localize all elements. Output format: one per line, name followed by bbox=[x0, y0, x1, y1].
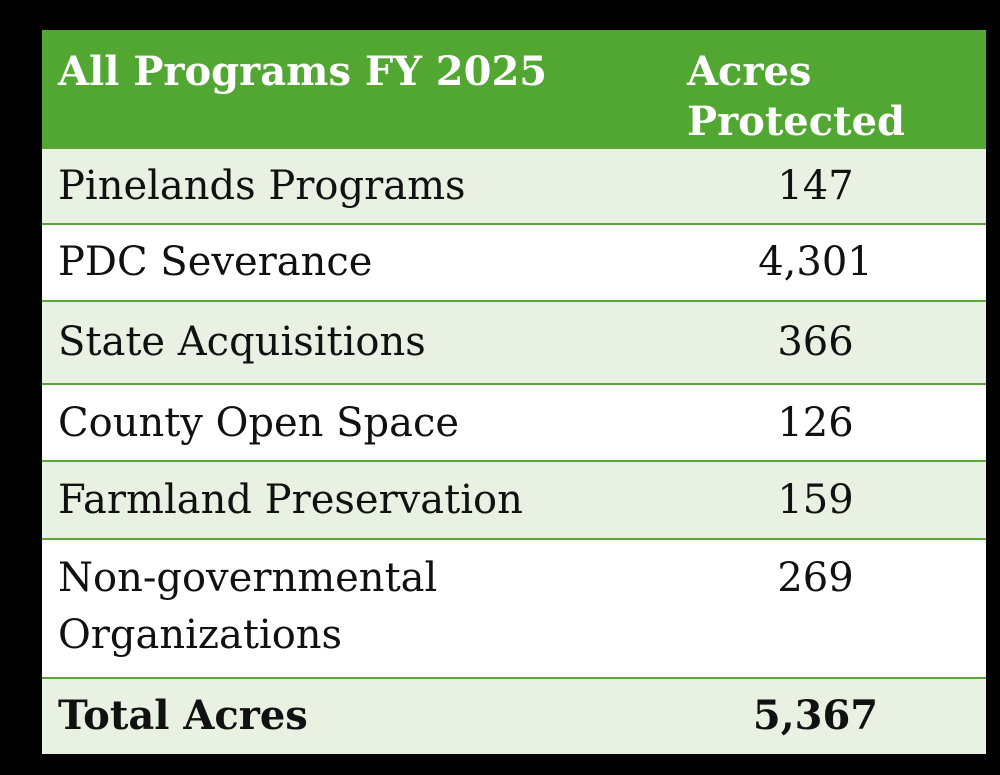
program-cell: Farmland Preservation bbox=[42, 460, 669, 539]
header-programs-label: All Programs FY 2025 bbox=[58, 48, 548, 95]
table-header-row: All Programs FY 2025 Acres Protected bbox=[42, 30, 986, 149]
program-line2: Organizations bbox=[58, 611, 343, 658]
total-label: Total Acres bbox=[42, 676, 669, 754]
table-row: Pinelands Programs 147 bbox=[42, 146, 986, 225]
program-cell: Pinelands Programs bbox=[42, 146, 669, 225]
header-acres-line1: Acres bbox=[687, 48, 812, 95]
total-row: Total Acres 5,367 bbox=[42, 676, 986, 754]
program-cell: State Acquisitions bbox=[42, 299, 669, 384]
header-acres-line2: Protected bbox=[687, 98, 906, 145]
program-line1: Non-governmental bbox=[58, 554, 438, 601]
acres-cell: 159 bbox=[669, 460, 986, 539]
header-acres-protected: Acres Protected bbox=[669, 30, 986, 149]
table-row: PDC Severance 4,301 bbox=[42, 223, 986, 301]
program-cell: PDC Severance bbox=[42, 223, 669, 301]
acres-protected-table: All Programs FY 2025 Acres Protected Pin… bbox=[42, 30, 986, 754]
table-row: County Open Space 126 bbox=[42, 382, 986, 462]
total-acres: 5,367 bbox=[669, 676, 986, 754]
acres-cell: 366 bbox=[669, 299, 986, 384]
acres-cell: 269 bbox=[669, 537, 986, 678]
acres-cell: 4,301 bbox=[669, 223, 986, 301]
table-frame: All Programs FY 2025 Acres Protected Pin… bbox=[42, 30, 986, 754]
table-row: Non-governmental Organizations 269 bbox=[42, 537, 986, 678]
program-cell: Non-governmental Organizations bbox=[42, 537, 669, 678]
header-programs: All Programs FY 2025 bbox=[42, 30, 669, 149]
program-cell: County Open Space bbox=[42, 382, 669, 462]
acres-cell: 126 bbox=[669, 382, 986, 462]
table-row: State Acquisitions 366 bbox=[42, 299, 986, 384]
acres-cell: 147 bbox=[669, 146, 986, 225]
table-row: Farmland Preservation 159 bbox=[42, 460, 986, 539]
